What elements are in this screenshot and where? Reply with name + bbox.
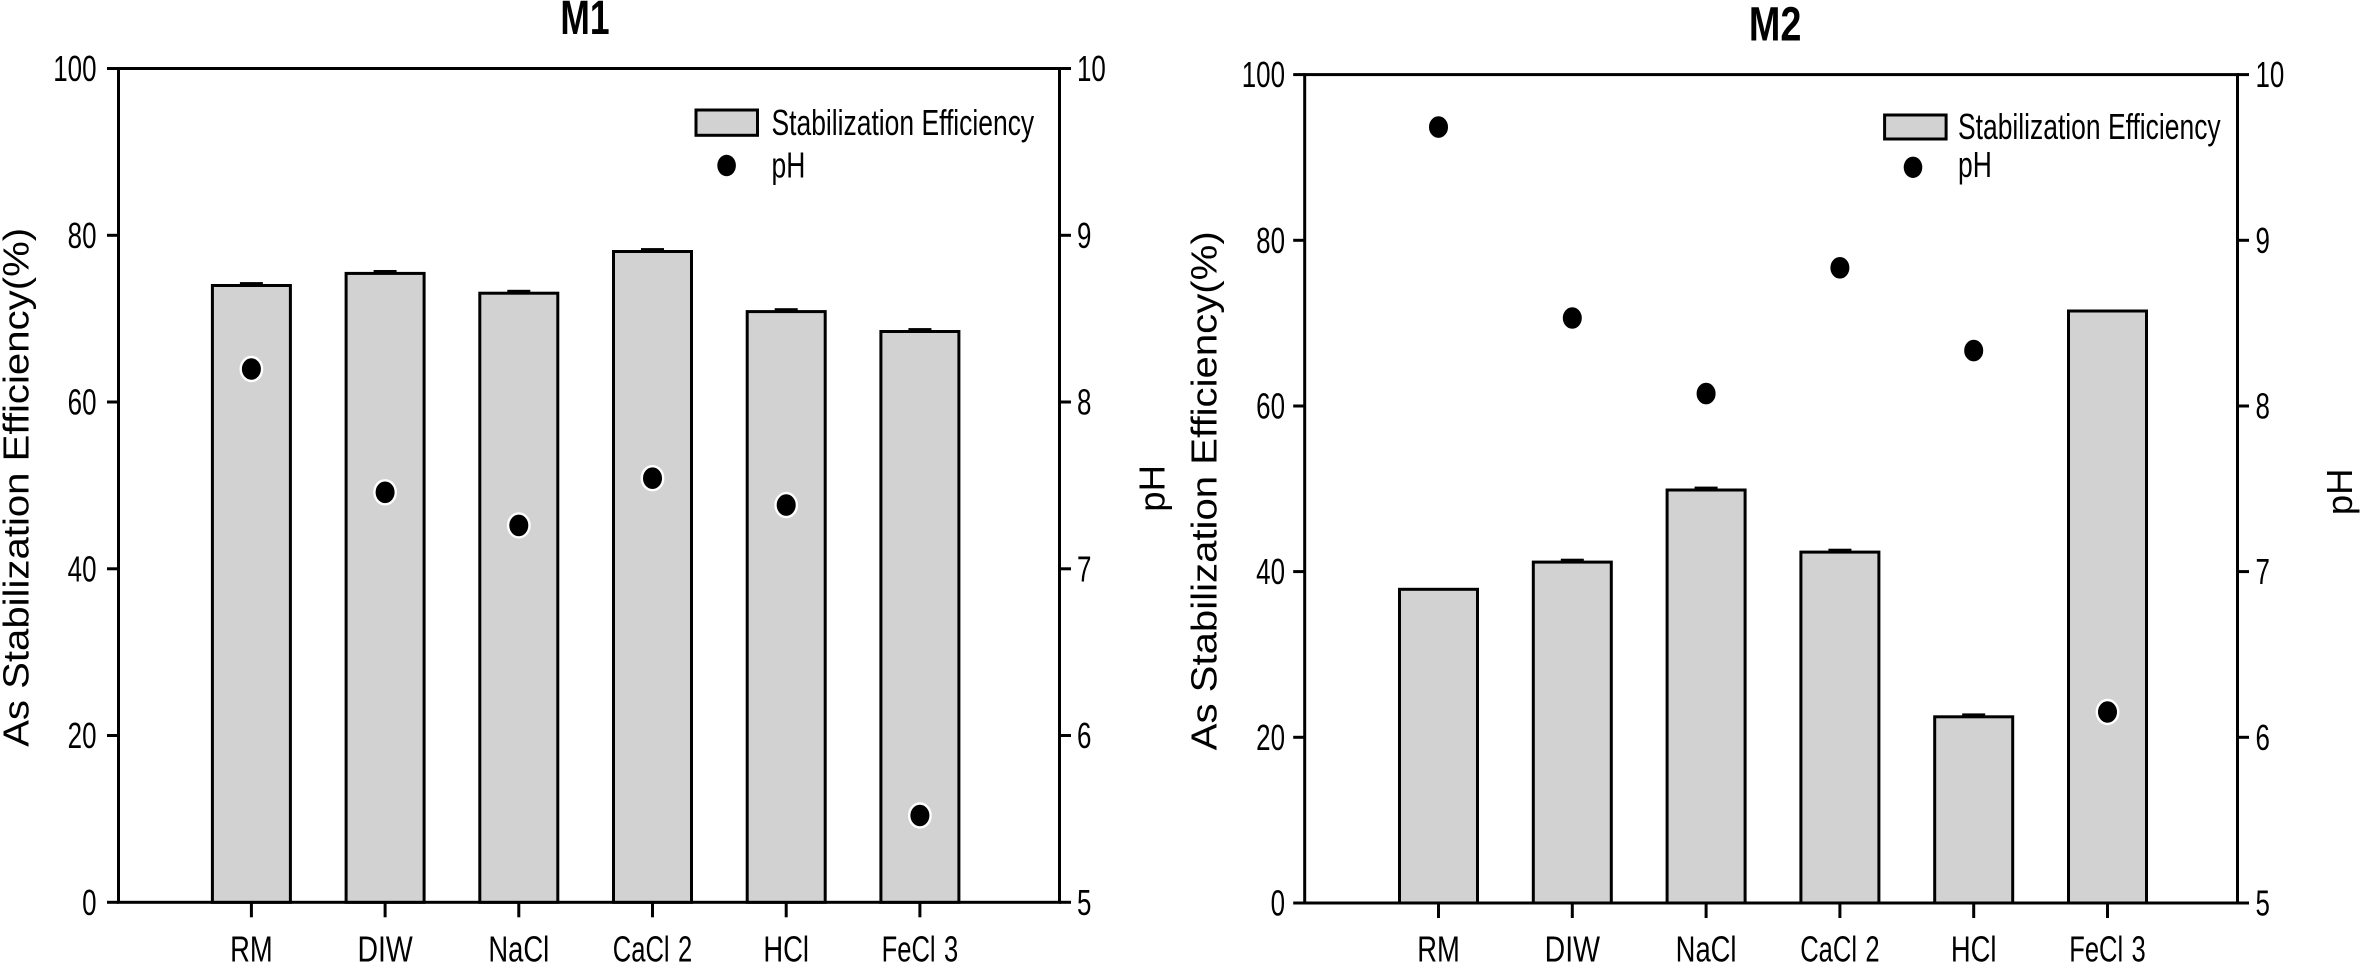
svg-text:6: 6 [1077, 715, 1091, 757]
svg-text:NaCl: NaCl [488, 929, 549, 964]
svg-text:RM: RM [230, 929, 273, 964]
svg-text:As Stabilization Efficiency(%): As Stabilization Efficiency(%) [1184, 231, 1225, 750]
svg-text:0: 0 [1271, 882, 1285, 924]
svg-text:5: 5 [2256, 882, 2270, 924]
svg-text:80: 80 [1256, 219, 1285, 261]
svg-text:40: 40 [1256, 551, 1285, 593]
svg-text:NaCl: NaCl [1676, 929, 1737, 964]
svg-text:20: 20 [1256, 716, 1285, 758]
svg-text:80: 80 [68, 214, 97, 256]
svg-text:0: 0 [82, 881, 96, 923]
svg-text:10: 10 [1077, 48, 1106, 90]
svg-text:M2: M2 [1749, 0, 1802, 52]
svg-text:5: 5 [1077, 881, 1091, 923]
svg-text:6: 6 [2256, 716, 2270, 758]
svg-text:100: 100 [53, 48, 96, 90]
svg-text:9: 9 [2256, 219, 2270, 261]
svg-text:DIW: DIW [1545, 928, 1600, 964]
svg-text:HCl: HCl [1951, 929, 1997, 964]
svg-text:pH: pH [1958, 144, 1992, 185]
svg-text:RM: RM [1417, 929, 1460, 964]
svg-text:100: 100 [1242, 54, 1285, 96]
svg-text:M1: M1 [560, 0, 609, 44]
svg-text:As Stabilization Efficiency(%): As Stabilization Efficiency(%) [0, 228, 37, 747]
svg-text:60: 60 [1256, 385, 1285, 427]
svg-text:40: 40 [68, 548, 97, 590]
svg-text:8: 8 [2256, 385, 2270, 427]
svg-text:7: 7 [2256, 551, 2270, 593]
svg-text:9: 9 [1077, 214, 1091, 256]
svg-text:20: 20 [68, 715, 97, 757]
svg-text:Stabilization Efficiency: Stabilization Efficiency [1958, 106, 2221, 147]
svg-text:HCl: HCl [763, 929, 809, 964]
svg-text:pH: pH [772, 144, 806, 185]
svg-text:Stabilization Efficiency: Stabilization Efficiency [772, 102, 1035, 143]
svg-text:10: 10 [2256, 54, 2285, 96]
svg-text:pH: pH [2319, 468, 2360, 515]
svg-text:7: 7 [1077, 548, 1091, 590]
svg-text:DIW: DIW [357, 928, 412, 964]
svg-text:8: 8 [1077, 381, 1091, 423]
svg-text:60: 60 [68, 381, 97, 423]
svg-text:pH: pH [1132, 465, 1173, 512]
